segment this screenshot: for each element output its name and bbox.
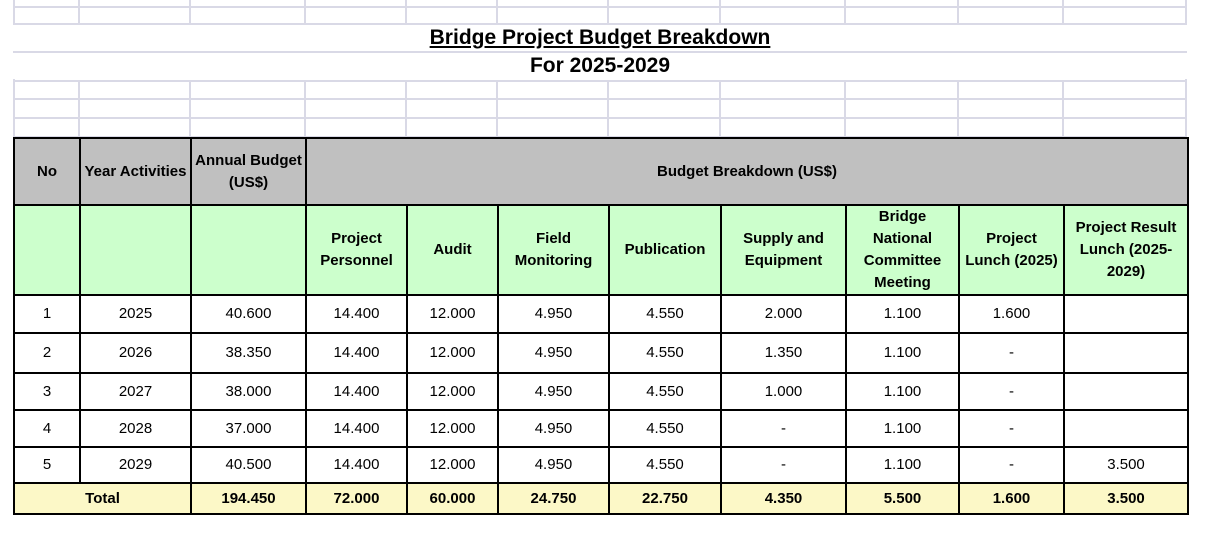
cell-no: 2 [13,332,81,374]
cell-publication: 4.550 [608,294,722,334]
cell-project-personnel: 14.400 [305,294,408,334]
cell-publication: 4.550 [608,332,722,374]
cell-committee-meeting: 1.100 [845,332,960,374]
cell-committee-meeting: 1.100 [845,294,960,334]
cell-annual: 40.600 [190,294,307,334]
cell-audit: 12.000 [406,446,499,484]
subheader-result-lunch: Project Result Lunch (2025-2029) [1062,204,1190,296]
cell-committee-meeting: 1.100 [845,446,960,484]
cell-project-personnel: 14.400 [305,372,408,411]
subheader-project-lunch: Project Lunch (2025) [958,204,1065,296]
cell-project-lunch: - [958,409,1065,448]
cell-no: 4 [13,409,81,448]
cell-project-lunch: - [958,446,1065,484]
total-result-lunch: 3.500 [1062,482,1190,515]
cell-field-monitoring: 4.950 [497,332,610,374]
cell-year: 2029 [79,446,192,484]
total-audit: 60.000 [406,482,499,515]
subheader-field-monitoring: Field Monitoring [497,204,610,296]
cell-supply-equipment: - [720,446,847,484]
subheader-supply-equipment: Supply and Equipment [720,204,847,296]
cell-audit: 12.000 [406,294,499,334]
subheader-empty [79,204,192,296]
cell-project-personnel: 14.400 [305,332,408,374]
cell-project-personnel: 14.400 [305,446,408,484]
cell-field-monitoring: 4.950 [497,409,610,448]
cell-project-lunch: 1.600 [958,294,1065,334]
cell-project-lunch: - [958,372,1065,411]
subheader-publication: Publication [608,204,722,296]
header-no: No [13,137,81,206]
table-row: 4 2028 37.000 14.400 12.000 4.950 4.550 … [13,409,1190,448]
cell-no: 1 [13,294,81,334]
cell-field-monitoring: 4.950 [497,294,610,334]
cell-field-monitoring: 4.950 [497,446,610,484]
cell-field-monitoring: 4.950 [497,372,610,411]
cell-project-personnel: 14.400 [305,409,408,448]
cell-result-lunch [1062,409,1190,448]
cell-annual: 37.000 [190,409,307,448]
cell-year: 2027 [79,372,192,411]
subheader-empty [13,204,81,296]
table-total-row: Total 194.450 72.000 60.000 24.750 22.75… [13,482,1190,515]
cell-project-lunch: - [958,332,1065,374]
cell-year: 2025 [79,294,192,334]
page-subtitle: For 2025-2029 [13,53,1187,79]
cell-publication: 4.550 [608,372,722,411]
cell-result-lunch [1062,372,1190,411]
cell-supply-equipment: - [720,409,847,448]
cell-result-lunch [1062,294,1190,334]
table-header-row: No Year Activities Annual Budget (US$) B… [13,137,1190,206]
cell-result-lunch: 3.500 [1062,446,1190,484]
cell-publication: 4.550 [608,446,722,484]
page-title: Bridge Project Budget Breakdown [13,25,1187,51]
total-committee-meeting: 5.500 [845,482,960,515]
budget-table: No Year Activities Annual Budget (US$) B… [13,137,1190,515]
cell-supply-equipment: 1.350 [720,332,847,374]
total-project-personnel: 72.000 [305,482,408,515]
cell-audit: 12.000 [406,332,499,374]
cell-annual: 40.500 [190,446,307,484]
header-annual-budget: Annual Budget (US$) [190,137,307,206]
total-label: Total [13,482,192,515]
subheader-committee-meeting: Bridge National Committee Meeting [845,204,960,296]
subheader-project-personnel: Project Personnel [305,204,408,296]
table-row: 1 2025 40.600 14.400 12.000 4.950 4.550 … [13,294,1190,334]
cell-no: 5 [13,446,81,484]
cell-supply-equipment: 1.000 [720,372,847,411]
subheader-empty [190,204,307,296]
header-budget-breakdown: Budget Breakdown (US$) [304,137,1190,206]
cell-annual: 38.350 [190,332,307,374]
cell-result-lunch [1062,332,1190,374]
total-field-monitoring: 24.750 [497,482,610,515]
total-supply-equipment: 4.350 [720,482,847,515]
total-publication: 22.750 [608,482,722,515]
cell-year: 2026 [79,332,192,374]
cell-publication: 4.550 [608,409,722,448]
cell-year: 2028 [79,409,192,448]
table-row: 5 2029 40.500 14.400 12.000 4.950 4.550 … [13,446,1190,484]
total-annual: 194.450 [190,482,307,515]
total-project-lunch: 1.600 [958,482,1065,515]
cell-supply-equipment: 2.000 [720,294,847,334]
table-subheader-row: Project Personnel Audit Field Monitoring… [13,204,1190,296]
cell-annual: 38.000 [190,372,307,411]
table-row: 2 2026 38.350 14.400 12.000 4.950 4.550 … [13,332,1190,374]
subheader-audit: Audit [406,204,499,296]
header-year-activities: Year Activities [79,137,192,206]
cell-committee-meeting: 1.100 [845,372,960,411]
cell-committee-meeting: 1.100 [845,409,960,448]
cell-audit: 12.000 [406,409,499,448]
cell-audit: 12.000 [406,372,499,411]
table-row: 3 2027 38.000 14.400 12.000 4.950 4.550 … [13,372,1190,411]
cell-no: 3 [13,372,81,411]
